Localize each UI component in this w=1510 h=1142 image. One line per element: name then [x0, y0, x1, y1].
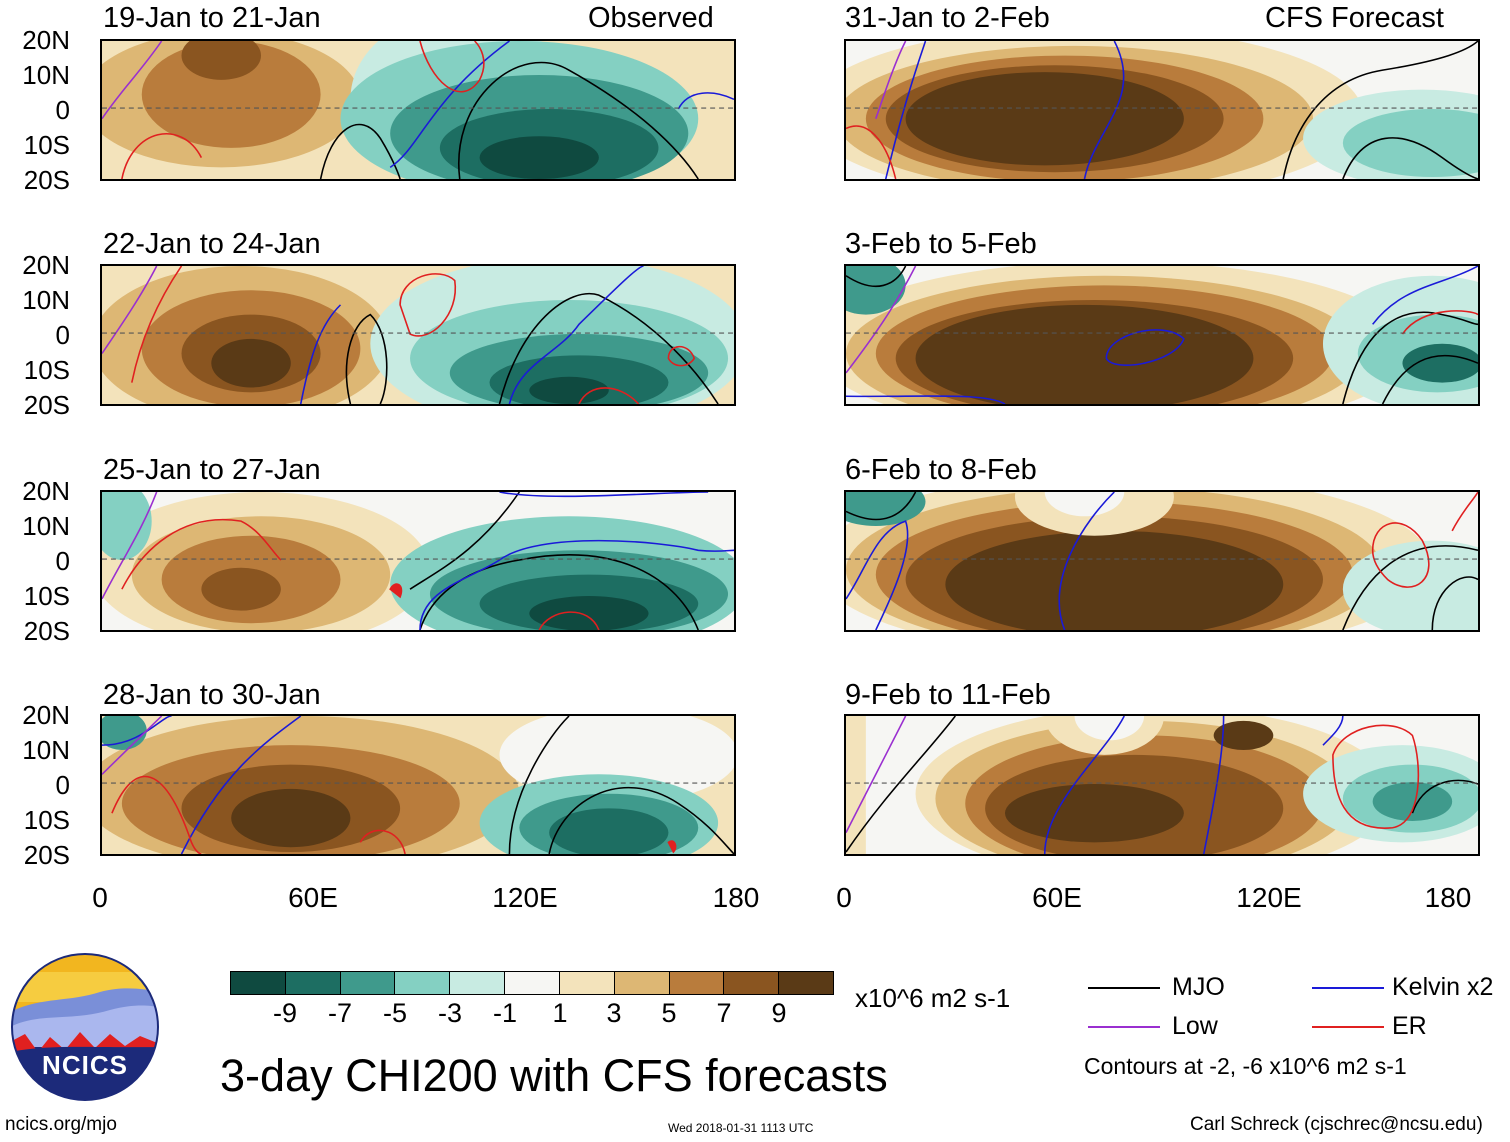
footer-timestamp: Wed 2018-01-31 1113 UTC	[668, 1121, 814, 1135]
panel-title-obs-2: 22-Jan to 24-Jan	[103, 228, 321, 260]
ncics-logo-graphic	[11, 953, 159, 1101]
panel-tag-cfs-forecast: CFS Forecast	[1265, 2, 1444, 34]
legend-contours-note: Contours at -2, -6 x10^6 m2 s-1	[1084, 1053, 1407, 1079]
logo-text: NCICS	[42, 1050, 128, 1080]
legend-label-mjo: MJO	[1172, 973, 1225, 1001]
colorbar-swatch	[231, 972, 286, 994]
lat-label: 20N	[22, 250, 70, 280]
lat-label: 0	[55, 320, 70, 350]
lat-label: 20N	[22, 700, 70, 730]
colorbar-tick: 3	[606, 998, 622, 1028]
colorbar-tick: 9	[771, 998, 787, 1028]
colorbar-swatch	[559, 972, 615, 994]
legend-line-kelvin	[1312, 987, 1384, 989]
map-panel-obs-2	[100, 264, 736, 406]
lat-label: 20S	[23, 840, 70, 870]
panel-title-obs-1: 19-Jan to 21-Jan	[103, 2, 321, 34]
colorbar-tick: -7	[327, 998, 352, 1028]
colorbar-swatch	[285, 972, 341, 994]
colorbar-tick: 1	[552, 998, 568, 1028]
lon-label: 0	[836, 882, 852, 913]
panel-title-fc-1: 31-Jan to 2-Feb	[845, 2, 1050, 34]
lat-label: 0	[55, 546, 70, 576]
lon-label: 180	[712, 882, 760, 913]
colorbar-swatch	[395, 972, 451, 994]
lon-label: 60E	[1032, 882, 1082, 913]
colorbar-tick: -9	[272, 998, 297, 1028]
colorbar-swatch	[724, 972, 780, 994]
colorbar-tick: 7	[716, 998, 732, 1028]
lat-label: 20S	[23, 390, 70, 420]
panel-title-obs-4: 28-Jan to 30-Jan	[103, 679, 321, 711]
panel-tag-observed: Observed	[588, 2, 714, 34]
legend-line-er	[1312, 1026, 1384, 1028]
colorbar-tick: 5	[661, 998, 677, 1028]
lon-label: 0	[92, 882, 108, 913]
lat-label: 10S	[23, 355, 70, 385]
lon-label: 180	[1424, 882, 1472, 913]
colorbar-units: x10^6 m2 s-1	[855, 983, 1011, 1013]
page-title: 3-day CHI200 with CFS forecasts	[220, 1050, 888, 1101]
lat-label: 10N	[22, 511, 70, 541]
colorbar-swatch	[779, 972, 833, 994]
lat-label: 20N	[22, 476, 70, 506]
lat-label: 10N	[22, 60, 70, 90]
colorbar-tick: -3	[437, 998, 462, 1028]
ncics-logo[interactable]: NCICS	[10, 952, 160, 1102]
map-panel-fc-4	[844, 714, 1480, 856]
panel-title-fc-2: 3-Feb to 5-Feb	[845, 228, 1037, 260]
footer-link-ncics[interactable]: ncics.org/mjo	[5, 1114, 117, 1135]
lon-label: 120E	[492, 882, 558, 913]
colorbar	[230, 971, 834, 995]
map-panel-obs-3	[100, 490, 736, 632]
map-panel-fc-3	[844, 490, 1480, 632]
lat-label: 20N	[22, 25, 70, 55]
lat-label: 0	[55, 95, 70, 125]
legend-label-kelvin: Kelvin x2	[1392, 973, 1494, 1001]
panel-title-fc-4: 9-Feb to 11-Feb	[845, 679, 1051, 711]
lon-label: 60E	[288, 882, 338, 913]
lat-label: 10N	[22, 285, 70, 315]
colorbar-tick: -1	[492, 998, 517, 1028]
legend-label-er: ER	[1392, 1012, 1427, 1040]
lat-label: 0	[55, 770, 70, 800]
colorbar-swatch	[505, 972, 560, 994]
lat-label: 20S	[23, 165, 70, 195]
legend-line-low	[1088, 1026, 1160, 1028]
panel-title-obs-3: 25-Jan to 27-Jan	[103, 454, 321, 486]
lat-label: 10S	[23, 130, 70, 160]
footer-author[interactable]: Carl Schreck (cjschrec@ncsu.edu)	[1190, 1114, 1483, 1135]
legend-label-low: Low	[1172, 1012, 1218, 1040]
lat-label: 10S	[23, 805, 70, 835]
map-panel-obs-1	[100, 39, 736, 181]
colorbar-tick: -5	[382, 998, 407, 1028]
panel-title-fc-3: 6-Feb to 8-Feb	[845, 454, 1037, 486]
colorbar-swatch	[450, 972, 506, 994]
lat-label: 20S	[23, 616, 70, 646]
legend-line-mjo	[1088, 987, 1160, 989]
colorbar-swatch	[340, 972, 396, 994]
colorbar-swatch	[614, 972, 670, 994]
map-panel-obs-4	[100, 714, 736, 856]
map-panel-fc-1	[844, 39, 1480, 181]
lon-label: 120E	[1236, 882, 1302, 913]
map-panel-fc-2	[844, 264, 1480, 406]
lat-label: 10N	[22, 735, 70, 765]
lat-label: 10S	[23, 581, 70, 611]
colorbar-swatch	[669, 972, 725, 994]
